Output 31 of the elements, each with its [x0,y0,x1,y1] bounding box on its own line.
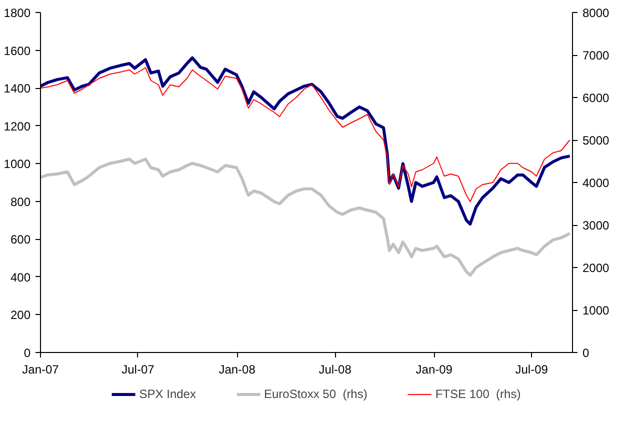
line-series [40,67,570,202]
line-series [40,56,572,226]
x-tick-label: Jul-09 [515,362,548,376]
x-tick-label: Jul-07 [122,362,155,376]
y2-tick-label: 2000 [582,261,610,275]
y-tick-label: 1000 [4,157,31,172]
legend-label: FTSE 100 (rhs) [435,387,521,401]
y-tick-label: 1800 [4,6,31,20]
y2-tick-label: 5000 [582,134,610,148]
y2-tick-label: 1000 [582,304,610,318]
y2-tick-label: 8000 [582,6,610,20]
legend-label: SPX Index [139,387,196,401]
y2-tick-label: 6000 [582,91,610,105]
y-tick-label: 600 [10,232,31,247]
y-tick-label: 1200 [4,119,31,134]
y-tick-label: 400 [10,270,31,284]
x-tick-label: Jan-08 [218,362,256,376]
y2-tick-label: 4000 [582,176,610,190]
y-tick-label: 1600 [4,44,31,58]
y2-tick-label: 3000 [582,218,610,232]
x-tick-label: Jul-08 [318,362,352,376]
y2-tick-label: 0 [582,346,590,360]
y2-tick-label: 7000 [582,48,610,62]
y-tick-label: 200 [10,308,31,322]
y-tick-label: 0 [24,346,31,360]
y-tick-label: 1400 [4,82,31,96]
x-tick-label: Jan-09 [416,362,453,376]
y-tick-label: 800 [10,194,31,209]
line-series [40,158,572,277]
x-tick-label: Jan-07 [22,362,60,376]
legend-label: EuroStoxx 50 (rhs) [264,387,368,401]
